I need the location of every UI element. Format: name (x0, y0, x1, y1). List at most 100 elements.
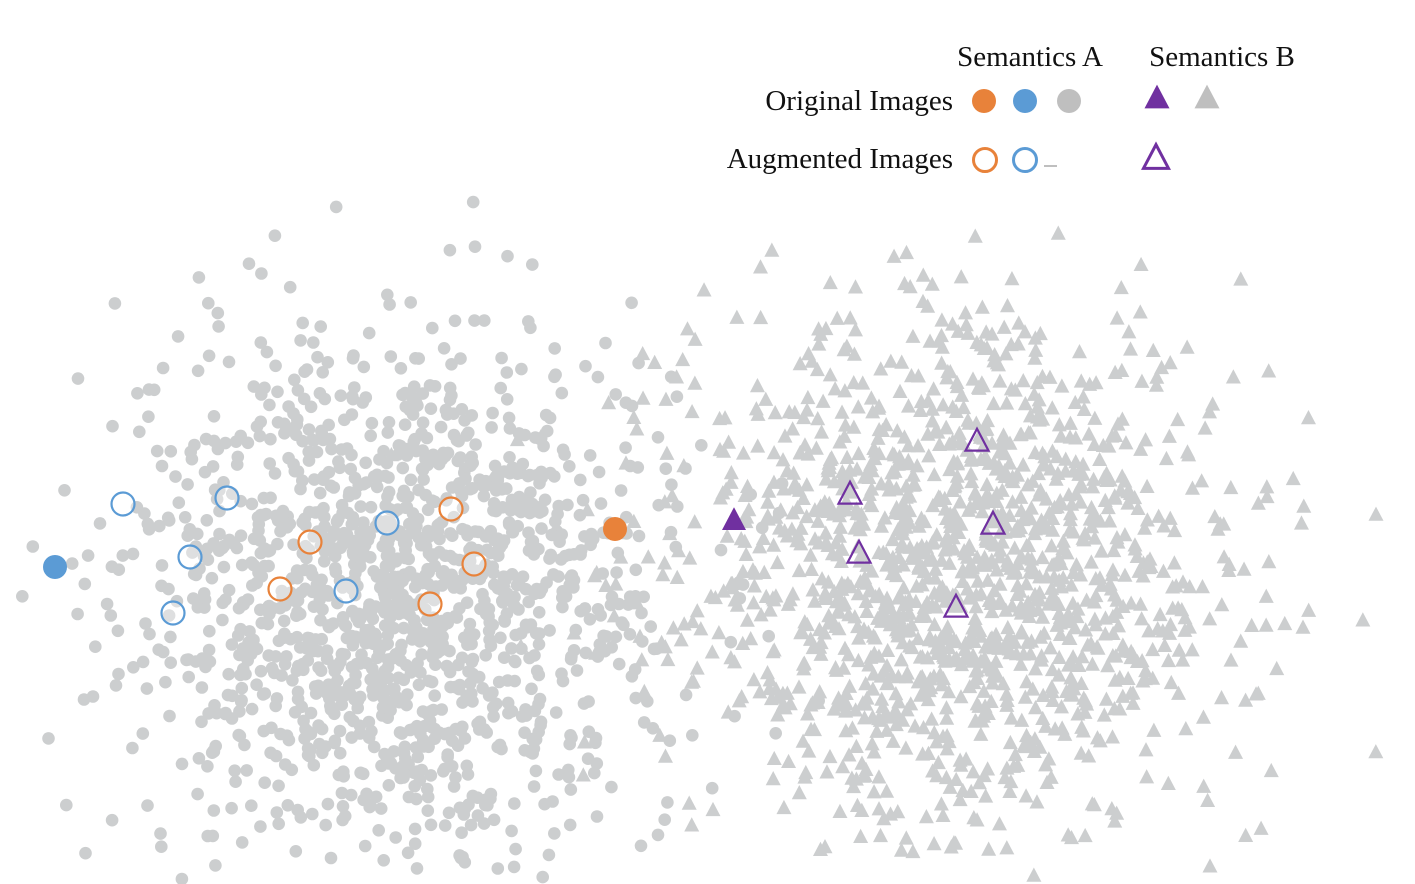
bg-point-semantics-b (1123, 685, 1139, 700)
bg-point-semantics-a (384, 704, 397, 717)
bg-point-semantics-b (513, 638, 529, 653)
bg-point-semantics-a (255, 267, 268, 280)
bg-point-semantics-b (863, 456, 879, 471)
bg-point-semantics-b (1019, 727, 1035, 743)
bg-point-semantics-a (416, 463, 430, 477)
bg-point-semantics-b (1078, 622, 1094, 637)
bg-point-semantics-b (681, 795, 697, 810)
bg-point-semantics-b (938, 593, 954, 608)
bg-point-semantics-a (518, 428, 532, 442)
bg-point-semantics-b (716, 443, 732, 458)
bg-point-semantics-b (1061, 630, 1077, 645)
bg-point-semantics-a (58, 484, 71, 497)
bg-point-semantics-a (501, 696, 515, 710)
bg-point-semantics-b (1017, 396, 1033, 411)
bg-point-semantics-a (334, 389, 348, 403)
bg-point-semantics-a (191, 527, 204, 541)
bg-point-semantics-b (760, 508, 776, 523)
bg-point-semantics-a (382, 416, 396, 429)
bg-point-semantics-b (1161, 428, 1177, 443)
bg-point-semantics-b (1123, 341, 1139, 356)
bg-point-semantics-a (563, 460, 576, 473)
bg-point-semantics-a (247, 380, 261, 393)
bg-point-semantics-b (942, 506, 958, 521)
bg-point-semantics-b (905, 328, 921, 343)
bg-point-semantics-b (945, 433, 961, 448)
bg-point-semantics-a (312, 679, 325, 693)
bg-point-semantics-b (998, 346, 1014, 361)
legend: Semantics A Semantics B Original Images … (727, 41, 1295, 175)
bg-point-semantics-a (371, 651, 384, 665)
bg-point-semantics-a (283, 280, 297, 294)
bg-point-semantics-b (1163, 616, 1179, 632)
bg-point-semantics-b (1015, 457, 1031, 472)
bg-point-semantics-b (858, 675, 874, 691)
bg-point-semantics-a (254, 820, 267, 833)
bg-point-semantics-a (219, 706, 232, 720)
bg-point-semantics-a (357, 477, 370, 491)
bg-point-semantics-b (1084, 796, 1100, 811)
bg-point-semantics-b (669, 569, 685, 585)
bg-point-semantics-a (324, 683, 338, 697)
bg-point-semantics-b (992, 444, 1008, 459)
bg-point-semantics-b (1013, 489, 1029, 504)
bg-point-semantics-b (657, 555, 673, 570)
bg-point-semantics-a (379, 533, 393, 547)
bg-point-semantics-b (766, 474, 782, 489)
bg-point-semantics-a (349, 676, 362, 690)
bg-point-semantics-b (1135, 673, 1151, 688)
bg-point-semantics-b (1034, 549, 1050, 565)
bg-point-semantics-a (448, 552, 461, 566)
bg-point-semantics-a (325, 442, 338, 456)
bg-point-semantics-b (980, 639, 996, 654)
bg-point-semantics-a (425, 649, 439, 662)
bg-point-semantics-a (186, 546, 199, 559)
bg-point-semantics-b (1075, 723, 1091, 738)
bg-point-semantics-b (1083, 554, 1099, 569)
bg-point-semantics-b (958, 305, 974, 320)
bg-point-semantics-a (324, 851, 338, 865)
bg-point-semantics-a (89, 640, 102, 653)
bg-point-semantics-a (202, 643, 216, 657)
bg-point-semantics-b (853, 506, 869, 521)
bg-point-semantics-b (819, 764, 835, 779)
bg-point-semantics-a (526, 534, 540, 548)
bg-point-semantics-a (405, 633, 419, 646)
bg-point-semantics-a (449, 722, 463, 736)
bg-point-semantics-b (920, 393, 936, 408)
bg-point-semantics-a (336, 800, 350, 813)
bg-point-semantics-a (534, 715, 548, 729)
bg-point-semantics-a (454, 352, 467, 365)
bg-point-semantics-a (397, 621, 411, 635)
bg-point-semantics-b (1156, 518, 1172, 533)
bg-point-semantics-a (315, 426, 329, 440)
bg-point-semantics-b (1120, 495, 1136, 510)
bg-point-semantics-a (346, 511, 360, 524)
bg-point-semantics-b (966, 810, 982, 825)
bg-point-semantics-b (927, 570, 943, 585)
bg-point-semantics-a (383, 298, 396, 311)
bg-point-semantics-b (984, 603, 1000, 619)
bg-point-semantics-a (104, 609, 118, 622)
bg-point-semantics-b (855, 624, 871, 639)
bg-point-semantics-a (207, 410, 221, 423)
bg-point-semantics-a (345, 408, 359, 421)
bg-point-semantics-b (1013, 548, 1029, 563)
bg-point-semantics-b (1149, 369, 1165, 384)
bg-point-semantics-b (810, 411, 826, 426)
bg-point-semantics-b (1250, 495, 1266, 510)
bg-point-semantics-b (589, 564, 605, 580)
bg-point-semantics-b (1102, 576, 1118, 591)
bg-point-semantics-b (976, 430, 992, 445)
bg-point-semantics-b (1007, 540, 1023, 555)
bg-point-semantics-a (15, 590, 29, 603)
bg-point-semantics-a (162, 582, 175, 596)
bg-point-semantics-b (1138, 432, 1154, 447)
bg-point-semantics-a (270, 692, 284, 705)
bg-point-semantics-a (253, 429, 267, 443)
bg-point-semantics-a (522, 544, 536, 557)
bg-point-semantics-b (1051, 417, 1067, 432)
bg-point-semantics-b (626, 513, 642, 528)
bg-point-semantics-b (870, 430, 886, 445)
bg-point-semantics-b (912, 687, 928, 702)
